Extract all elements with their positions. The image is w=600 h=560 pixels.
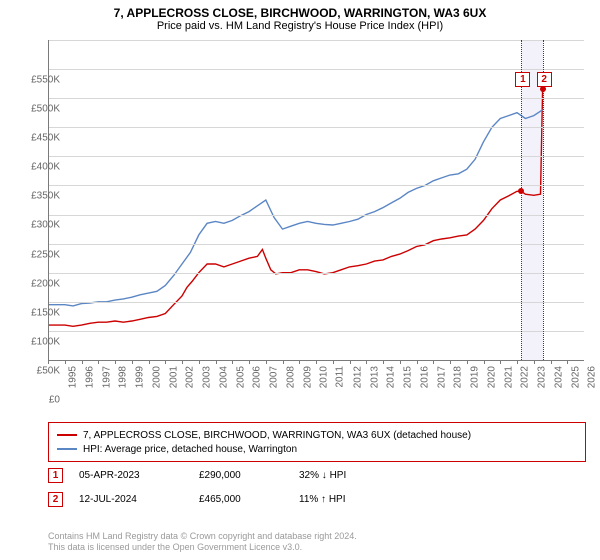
x-axis [48, 360, 584, 361]
x-tick-label: 1995 [67, 366, 78, 388]
x-tick-label: 2019 [469, 366, 480, 388]
y-tick-label: £50K [6, 365, 60, 376]
line-series [48, 40, 584, 360]
page-subtitle: Price paid vs. HM Land Registry's House … [0, 20, 600, 36]
gridline-h [48, 215, 584, 216]
legend-item: 7, APPLECROSS CLOSE, BIRCHWOOD, WARRINGT… [57, 428, 577, 442]
y-tick-label: £500K [6, 104, 60, 115]
y-tick-label: £300K [6, 220, 60, 231]
chart-marker-2: 2 [537, 72, 552, 87]
chart-area: 12 £0 £50K £100K £150K £200K £250K £300K £350K £… [0, 40, 600, 410]
gridline-h [48, 273, 584, 274]
y-tick-label: £250K [6, 249, 60, 260]
legend-box: 7, APPLECROSS CLOSE, BIRCHWOOD, WARRINGT… [48, 422, 586, 462]
gridline-h [48, 302, 584, 303]
x-tick-label: 2024 [553, 366, 564, 388]
x-tick-label: 2014 [386, 366, 397, 388]
data-dot [540, 86, 546, 92]
x-tick-label: 2022 [520, 366, 531, 388]
y-tick-label: £400K [6, 162, 60, 173]
x-tick-label: 1998 [118, 366, 129, 388]
series-hpi [48, 110, 543, 306]
y-tick-label: £150K [6, 307, 60, 318]
data-dot [518, 188, 524, 194]
x-tick-label: 2013 [369, 366, 380, 388]
legend-swatch [57, 448, 77, 450]
event-vline [521, 40, 522, 360]
x-tick-label: 2018 [453, 366, 464, 388]
x-tick-label: 1999 [134, 366, 145, 388]
y-tick-label: £200K [6, 278, 60, 289]
sale-date-1: 05-APR-2023 [79, 470, 199, 481]
gridline-h [48, 185, 584, 186]
sale-row-1: 1 05-APR-2023 £290,000 32% ↓ HPI [48, 468, 568, 483]
legend-swatch [57, 434, 77, 436]
gridline-h [48, 244, 584, 245]
x-tick-label: 2026 [587, 366, 598, 388]
x-tick-label: 2000 [151, 366, 162, 388]
y-tick-label: £0 [6, 395, 60, 406]
plot-area: 12 [48, 40, 584, 360]
x-tick-label: 2023 [536, 366, 547, 388]
sale-marker-2: 2 [48, 492, 63, 507]
gridline-h [48, 127, 584, 128]
x-tick-label: 2020 [486, 366, 497, 388]
x-tick-label: 2012 [352, 366, 363, 388]
gridline-h [48, 156, 584, 157]
gridline-h [48, 331, 584, 332]
x-tick-label: 2001 [168, 366, 179, 388]
x-tick-label: 2006 [252, 366, 263, 388]
x-tick-label: 2017 [436, 366, 447, 388]
series-price_paid [48, 90, 543, 327]
y-tick-label: £350K [6, 191, 60, 202]
sale-row-2: 2 12-JUL-2024 £465,000 11% ↑ HPI [48, 492, 568, 507]
gridline-h [48, 69, 584, 70]
sale-marker-1: 1 [48, 468, 63, 483]
x-tick-label: 2003 [201, 366, 212, 388]
x-tick-label: 2015 [402, 366, 413, 388]
x-tick-label: 2025 [570, 366, 581, 388]
x-tick-label: 2009 [302, 366, 313, 388]
x-tick-label: 2010 [319, 366, 330, 388]
x-tick-label: 2007 [268, 366, 279, 388]
x-tick-label: 2008 [285, 366, 296, 388]
page-title: 7, APPLECROSS CLOSE, BIRCHWOOD, WARRINGT… [0, 0, 600, 20]
x-tick-label: 2011 [335, 366, 346, 388]
sale-diff-1: 32% ↓ HPI [299, 470, 419, 481]
y-tick-label: £550K [6, 75, 60, 86]
y-tick-label: £450K [6, 133, 60, 144]
footer: Contains HM Land Registry data © Crown c… [48, 531, 357, 554]
y-tick-label: £100K [6, 336, 60, 347]
chart-marker-1: 1 [515, 72, 530, 87]
legend-item: HPI: Average price, detached house, Warr… [57, 442, 577, 456]
x-tick-label: 2021 [503, 366, 514, 388]
x-tick-label: 2002 [185, 366, 196, 388]
gridline-h [48, 40, 584, 41]
legend-label: HPI: Average price, detached house, Warr… [83, 444, 297, 455]
x-tick-label: 2005 [235, 366, 246, 388]
gridline-h [48, 98, 584, 99]
sale-date-2: 12-JUL-2024 [79, 494, 199, 505]
footer-line2: This data is licensed under the Open Gov… [48, 542, 357, 554]
x-tick-label: 1997 [101, 366, 112, 388]
sale-price-1: £290,000 [199, 470, 299, 481]
footer-line1: Contains HM Land Registry data © Crown c… [48, 531, 357, 543]
sale-price-2: £465,000 [199, 494, 299, 505]
chart-container: 7, APPLECROSS CLOSE, BIRCHWOOD, WARRINGT… [0, 0, 600, 560]
x-tick-label: 2004 [218, 366, 229, 388]
x-tick-label: 2016 [419, 366, 430, 388]
legend-label: 7, APPLECROSS CLOSE, BIRCHWOOD, WARRINGT… [83, 430, 471, 441]
sale-diff-2: 11% ↑ HPI [299, 494, 419, 505]
x-tick-label: 1996 [84, 366, 95, 388]
